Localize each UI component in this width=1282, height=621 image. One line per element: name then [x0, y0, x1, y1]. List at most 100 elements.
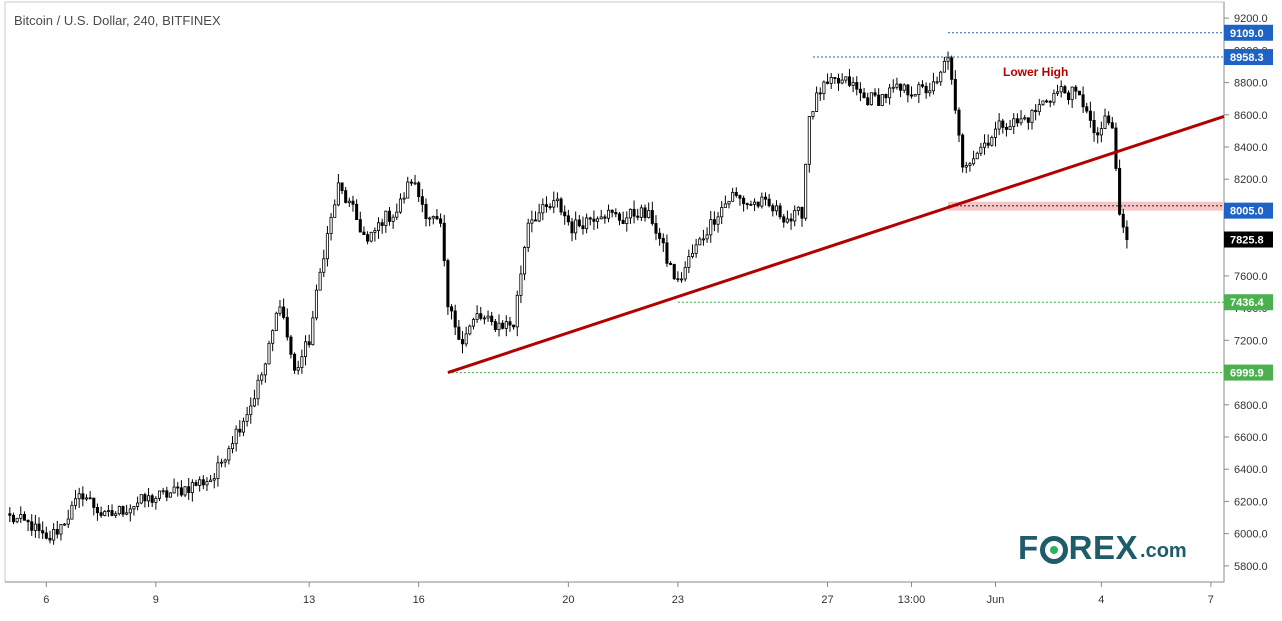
candle-down — [490, 315, 494, 322]
candle-down — [289, 336, 293, 355]
candle-down — [11, 514, 16, 523]
candle-down — [636, 215, 640, 218]
candle-up — [59, 524, 63, 535]
candle-up — [840, 79, 844, 84]
candle-up — [596, 218, 600, 222]
candle-down — [282, 306, 286, 318]
candle-down — [358, 219, 362, 233]
logo-o-icon — [1039, 536, 1068, 564]
candle-up — [811, 111, 815, 117]
candle-up — [132, 506, 136, 510]
y-tick-label: 7600.0 — [1234, 271, 1268, 283]
candle-up — [760, 196, 764, 207]
price-label-text: 7825.8 — [1230, 235, 1264, 247]
candle-down — [1107, 115, 1111, 124]
candle-down — [826, 81, 830, 84]
candle-up — [851, 82, 855, 86]
x-tick-label: Jun — [987, 594, 1005, 606]
candle-up — [537, 212, 541, 222]
candle-down — [1034, 109, 1038, 113]
candle-up — [1023, 117, 1027, 120]
candle-up — [212, 478, 216, 481]
candle-down — [493, 321, 497, 330]
candle-down — [782, 216, 786, 223]
x-tick-label: 20 — [562, 594, 574, 606]
candle-up — [157, 490, 162, 499]
price-label-badge — [1224, 364, 1273, 381]
candle-up — [785, 218, 789, 223]
candle-down — [818, 92, 822, 95]
candle-down — [201, 479, 205, 486]
candle-down — [30, 521, 34, 531]
candle-up — [698, 238, 702, 246]
candle-down — [833, 77, 837, 79]
y-tick-label: 5800.0 — [1234, 561, 1268, 573]
candle-up — [271, 330, 275, 344]
x-tick-label: 7 — [1208, 594, 1214, 606]
candle-down — [453, 310, 457, 328]
candle-up — [829, 77, 833, 84]
candle-up — [774, 205, 778, 212]
candle-up — [63, 523, 67, 526]
candle-down — [617, 213, 622, 221]
candle-up — [303, 341, 308, 358]
candle-up — [680, 278, 684, 281]
trendline — [447, 114, 1225, 374]
candle-down — [457, 326, 461, 340]
candle-down — [92, 497, 96, 508]
candle-up — [975, 152, 979, 160]
candle-up — [428, 217, 432, 220]
candle-up — [406, 181, 410, 199]
candle-down — [884, 93, 888, 99]
candle-up — [1019, 118, 1023, 124]
candle-up — [468, 325, 472, 335]
candle-up — [128, 508, 132, 514]
candle-down — [99, 512, 103, 516]
x-tick-label: 27 — [821, 594, 833, 606]
candle-down — [763, 196, 768, 200]
candle-down — [658, 232, 662, 239]
candle-down — [650, 210, 654, 224]
candle-up — [793, 210, 797, 222]
candle-down — [533, 219, 538, 222]
candle-up — [220, 461, 224, 464]
candle-down — [387, 210, 392, 222]
x-tick-label: 4 — [1098, 594, 1104, 606]
candle-down — [22, 513, 26, 521]
candle-up — [172, 486, 176, 494]
logo-f: F — [1018, 529, 1039, 566]
candle-up — [314, 289, 319, 319]
candle-up — [205, 481, 209, 486]
candle-down — [778, 205, 782, 218]
candle-down — [858, 88, 862, 94]
candle-down — [1085, 106, 1089, 112]
candle-up — [585, 217, 589, 230]
candle-down — [8, 513, 12, 516]
candle-down — [920, 84, 925, 87]
candle-up — [190, 482, 194, 493]
candle-up — [888, 87, 892, 99]
candle-down — [179, 487, 183, 496]
candle-up — [701, 238, 705, 241]
candle-down — [143, 494, 147, 502]
candle-up — [475, 313, 479, 320]
candle-up — [249, 405, 253, 416]
candle-down — [862, 92, 866, 99]
candle-down — [654, 223, 658, 234]
candle-down — [866, 97, 870, 106]
candle-down — [446, 260, 450, 308]
candle-down — [37, 523, 41, 532]
candle-up — [336, 182, 340, 206]
candle-up — [234, 428, 238, 445]
candle-down — [800, 206, 804, 219]
candle-up — [1041, 100, 1045, 106]
candle-up — [154, 497, 158, 503]
y-tick-label: 8600.0 — [1234, 110, 1268, 122]
candle-down — [285, 316, 289, 338]
candle-up — [990, 137, 994, 146]
candle-down — [508, 321, 512, 326]
candle-up — [311, 317, 315, 346]
candle-down — [588, 217, 592, 220]
